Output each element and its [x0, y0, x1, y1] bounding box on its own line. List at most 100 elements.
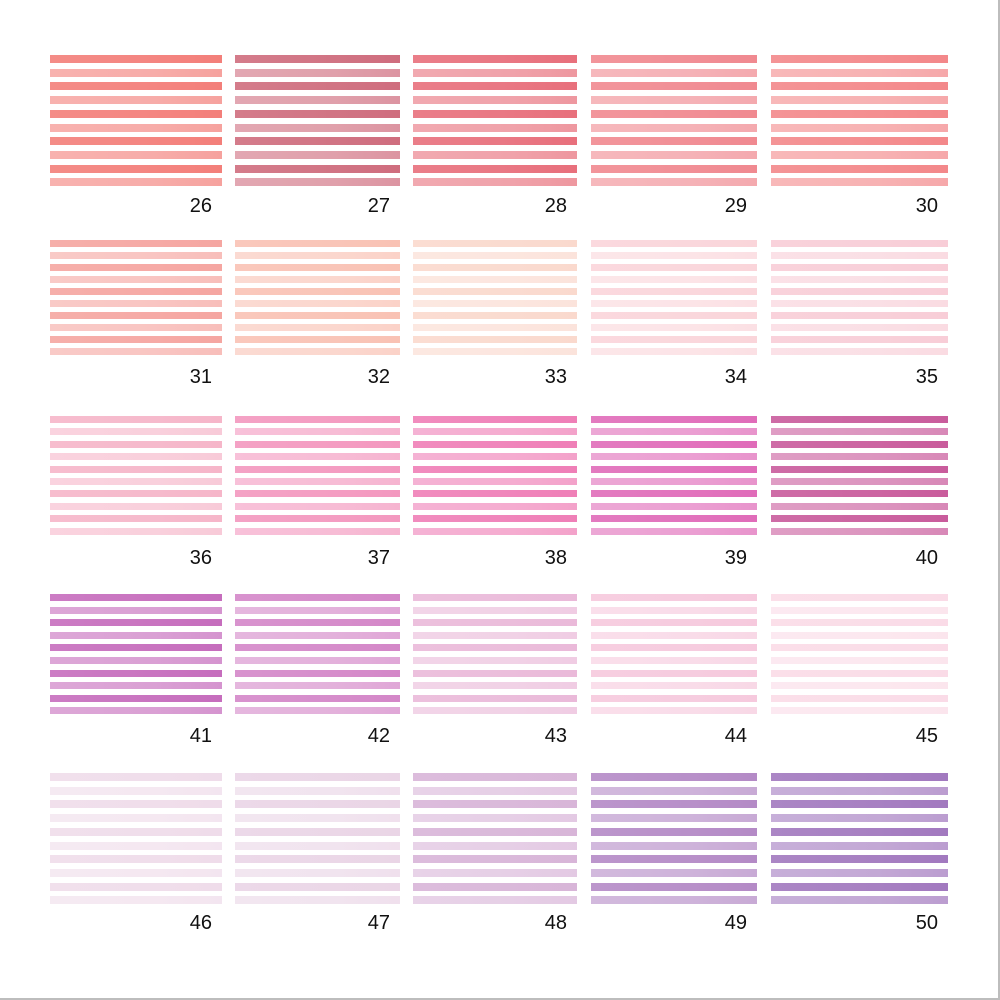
stripe — [413, 336, 577, 343]
swatch-number: 47 — [367, 912, 390, 934]
swatch-number: 34 — [724, 366, 747, 388]
stripe — [591, 428, 757, 435]
stripe — [235, 178, 400, 186]
stripe — [235, 137, 400, 145]
stripe — [50, 336, 222, 343]
stripe — [235, 682, 400, 689]
swatch-number: 38 — [544, 547, 567, 569]
stripe — [413, 842, 577, 850]
stripe — [235, 165, 400, 173]
swatch-number: 28 — [544, 195, 567, 217]
stripe — [413, 707, 577, 714]
stripe — [771, 814, 948, 822]
color-swatch-27 — [235, 55, 400, 192]
stripe — [591, 814, 757, 822]
stripe — [413, 773, 577, 781]
stripe — [50, 814, 222, 822]
stripe — [413, 96, 577, 104]
stripe — [591, 466, 757, 473]
stripe — [771, 416, 948, 423]
stripe — [413, 632, 577, 639]
stripe — [413, 670, 577, 677]
stripe — [771, 842, 948, 850]
stripe — [591, 312, 757, 319]
color-swatch-45 — [771, 594, 948, 720]
stripe — [235, 264, 400, 271]
stripe — [771, 336, 948, 343]
stripe — [235, 632, 400, 639]
stripe — [771, 528, 948, 535]
stripe — [591, 828, 757, 836]
swatch-number: 45 — [915, 725, 938, 747]
stripe — [591, 657, 757, 664]
stripe — [50, 312, 222, 319]
stripe — [771, 124, 948, 132]
stripe — [413, 657, 577, 664]
color-swatch-28 — [413, 55, 577, 192]
stripe — [413, 855, 577, 863]
stripe — [771, 276, 948, 283]
stripe — [771, 619, 948, 626]
stripe — [413, 348, 577, 355]
stripe — [771, 828, 948, 836]
color-swatch-32 — [235, 240, 400, 360]
stripe — [50, 55, 222, 63]
stripe — [50, 528, 222, 535]
stripe — [771, 240, 948, 247]
stripe — [50, 670, 222, 677]
stripe — [235, 252, 400, 259]
stripe — [50, 787, 222, 795]
color-swatch-46 — [50, 773, 222, 910]
stripe — [413, 478, 577, 485]
stripe — [771, 300, 948, 307]
stripe — [591, 707, 757, 714]
stripe — [235, 657, 400, 664]
stripe — [50, 240, 222, 247]
stripe — [235, 707, 400, 714]
color-swatch-33 — [413, 240, 577, 360]
stripe — [771, 348, 948, 355]
stripe — [235, 515, 400, 522]
stripe — [50, 644, 222, 651]
color-swatch-48 — [413, 773, 577, 910]
stripe — [771, 855, 948, 863]
stripe — [591, 178, 757, 186]
stripe — [413, 682, 577, 689]
stripe — [591, 276, 757, 283]
stripe — [235, 787, 400, 795]
swatch-number: 31 — [189, 366, 212, 388]
stripe — [591, 855, 757, 863]
stripe — [413, 515, 577, 522]
stripe — [771, 800, 948, 808]
stripe — [591, 110, 757, 118]
color-swatch-47 — [235, 773, 400, 910]
stripe — [50, 466, 222, 473]
stripe — [50, 151, 222, 159]
stripe — [591, 96, 757, 104]
swatch-number: 26 — [189, 195, 212, 217]
stripe — [50, 695, 222, 702]
stripe — [50, 264, 222, 271]
stripe — [50, 96, 222, 104]
stripe — [591, 682, 757, 689]
stripe — [50, 124, 222, 132]
stripe — [50, 619, 222, 626]
stripe — [50, 288, 222, 295]
stripe — [413, 264, 577, 271]
stripe — [591, 324, 757, 331]
stripe — [591, 288, 757, 295]
stripe — [413, 110, 577, 118]
stripe — [413, 594, 577, 601]
swatch-number: 39 — [724, 547, 747, 569]
stripe — [235, 619, 400, 626]
stripe — [50, 69, 222, 77]
stripe — [591, 124, 757, 132]
stripe — [771, 632, 948, 639]
stripe — [591, 594, 757, 601]
stripe — [591, 478, 757, 485]
stripe — [591, 82, 757, 90]
stripe — [771, 695, 948, 702]
stripe — [771, 707, 948, 714]
stripe — [413, 896, 577, 904]
stripe — [235, 312, 400, 319]
